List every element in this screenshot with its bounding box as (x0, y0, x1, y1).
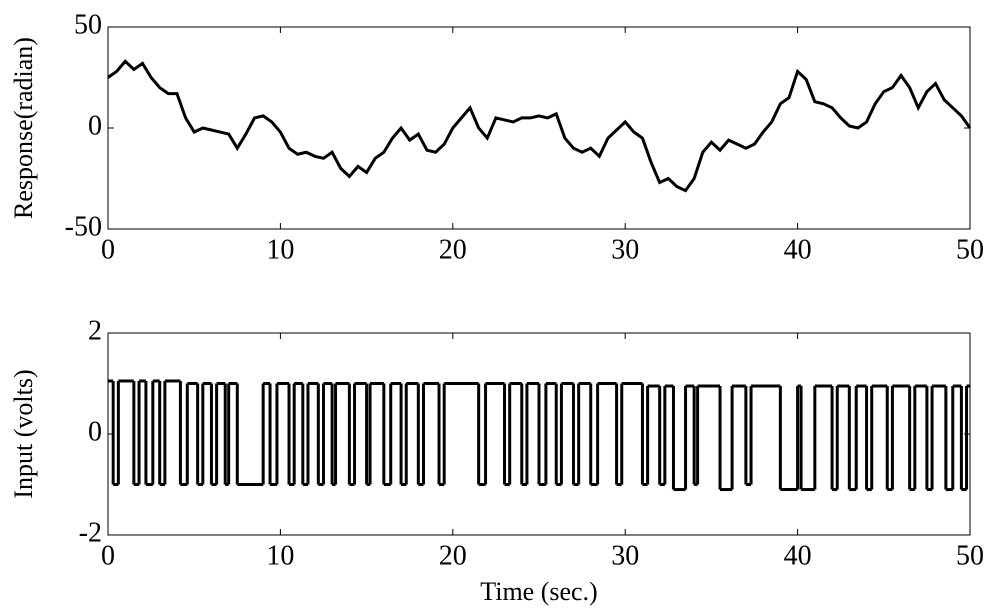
x-tick-label: 20 (439, 540, 467, 571)
x-tick-label: 50 (956, 234, 984, 265)
y-tick-label: 0 (88, 110, 102, 141)
x-tick-label: 20 (439, 234, 467, 265)
y-tick-label: 50 (74, 9, 102, 40)
y-axis-label: Input (volts) (9, 369, 38, 498)
x-axis-label: Time (sec.) (480, 577, 597, 606)
x-tick-label: 50 (956, 540, 984, 571)
x-tick-label: 10 (266, 540, 294, 571)
y-tick-label: -2 (79, 517, 102, 548)
x-tick-label: 10 (266, 234, 294, 265)
response-line (107, 59, 972, 193)
y-tick-label: -50 (65, 211, 102, 242)
x-tick-label: 30 (611, 234, 639, 265)
plot-frame (107, 26, 971, 230)
y-tick-label: 2 (88, 315, 102, 346)
x-tick-label: 40 (784, 234, 812, 265)
x-tick-label: 0 (101, 234, 115, 265)
x-tick-label: 30 (611, 540, 639, 571)
x-tick-label: 40 (784, 540, 812, 571)
y-axis-label: Response(radian) (9, 37, 38, 219)
x-tick-label: 0 (101, 540, 115, 571)
y-tick-label: 0 (88, 416, 102, 447)
